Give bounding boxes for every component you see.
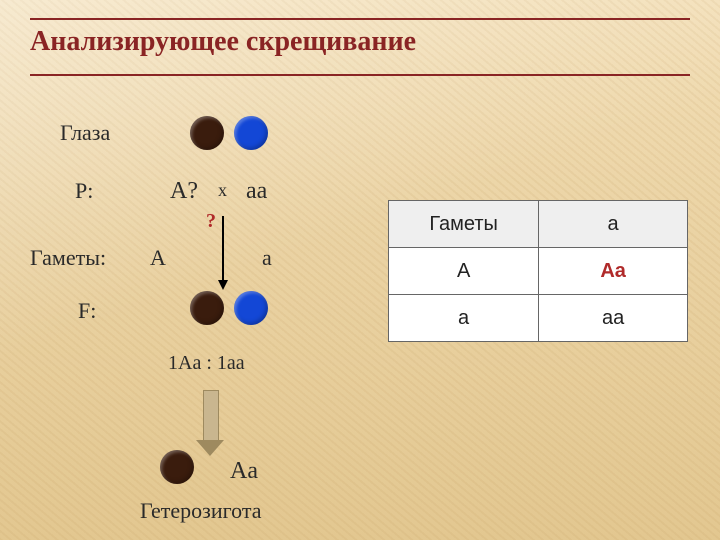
title-rule-top xyxy=(30,18,690,20)
cross-symbol: х xyxy=(218,180,227,201)
genotype-A-unknown: A? xyxy=(170,178,198,205)
ratio-text: 1Aa : 1aa xyxy=(168,352,245,375)
title-rule-bottom xyxy=(30,74,690,76)
eye-blue-icon xyxy=(234,116,268,150)
arrow-down-head-icon xyxy=(218,280,228,290)
arrow-down-icon xyxy=(222,216,224,282)
result-brown-icon xyxy=(160,450,194,484)
punnett-row-value: aa xyxy=(539,295,688,342)
question-mark: ? xyxy=(206,210,216,233)
punnett-header-a: a xyxy=(539,201,688,248)
gamete-A: A xyxy=(150,245,166,271)
gamete-a: a xyxy=(262,245,272,271)
label-eyes: Глаза xyxy=(60,120,110,146)
offspring-brown-icon xyxy=(190,291,224,325)
label-F: F: xyxy=(78,298,96,324)
result-genotype: Aa xyxy=(230,458,258,485)
offspring-blue-icon xyxy=(234,291,268,325)
punnett-row-value: Aa xyxy=(539,248,688,295)
slide-title: Анализирующее скрещивание xyxy=(30,26,416,58)
eye-brown-icon xyxy=(190,116,224,150)
block-arrow-icon xyxy=(203,390,219,442)
genotype-aa: aa xyxy=(246,178,267,205)
punnett-header-gametes: Гаметы xyxy=(389,201,539,248)
block-arrow-head-icon xyxy=(196,440,224,456)
punnett-table: ГаметыaAAaaaa xyxy=(388,200,688,342)
result-name: Гетерозигота xyxy=(140,498,261,524)
label-gametes: Гаметы: xyxy=(30,245,106,271)
punnett-row-label: A xyxy=(389,248,539,295)
punnett-row-label: a xyxy=(389,295,539,342)
slide: Анализирующее скрещивание Глаза P: Гамет… xyxy=(0,0,720,540)
label-P: P: xyxy=(75,178,93,204)
